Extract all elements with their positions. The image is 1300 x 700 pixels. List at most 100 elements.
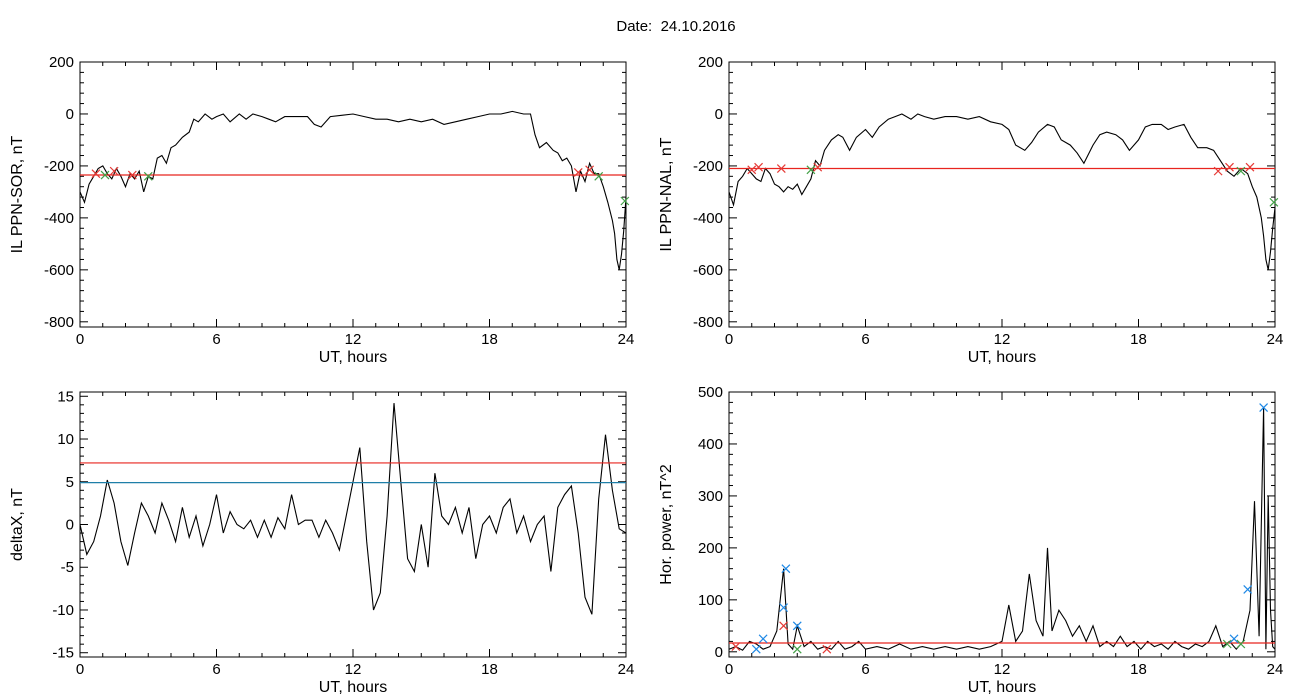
y-tick-label: -200 (693, 158, 723, 175)
x-axis-label: UT, hours (319, 679, 387, 696)
x-tick-label: 24 (1267, 661, 1284, 678)
y-tick-label: -400 (44, 210, 74, 227)
y-tick-label: 0 (715, 644, 723, 661)
marker-green (620, 196, 630, 206)
y-tick-label: 500 (698, 384, 723, 401)
marker-red (1213, 166, 1223, 176)
marker-red (776, 164, 786, 173)
x-tick-label: 0 (76, 331, 84, 348)
marker-red (754, 162, 763, 172)
x-tick-label: 0 (725, 331, 733, 348)
marker-red (813, 162, 823, 172)
marker-red (1245, 162, 1255, 172)
marker-green (1236, 166, 1246, 176)
y-tick-label: 10 (57, 431, 74, 448)
plot-frame (728, 391, 1276, 658)
marker-green (792, 644, 802, 654)
y-tick-label: -800 (693, 314, 723, 331)
x-tick-label: 6 (861, 661, 869, 678)
x-tick-label: 12 (994, 661, 1011, 678)
marker-green (1236, 639, 1246, 649)
marker-green (594, 171, 604, 181)
y-tick-label: 300 (698, 488, 723, 505)
marker-green (1222, 639, 1232, 649)
y-axis-label: IL PPN-SOR, nT (9, 135, 26, 253)
y-tick-label: -200 (44, 158, 74, 175)
x-tick-label: 18 (481, 331, 498, 348)
y-tick-label: -600 (693, 262, 723, 279)
x-tick-label: 6 (861, 331, 869, 348)
marker-blue (1259, 403, 1269, 413)
data-series-line (729, 407, 1275, 651)
data-series-line (80, 403, 626, 615)
y-tick-label: 15 (57, 388, 74, 405)
y-tick-label: 200 (698, 54, 723, 71)
marker-blue (758, 634, 768, 644)
marker-blue (779, 603, 789, 613)
figure-title: Date: 24.10.2016 (0, 18, 1300, 35)
x-tick-label: 6 (212, 331, 220, 348)
marker-red (1225, 162, 1234, 172)
marker-blue (751, 644, 761, 654)
x-tick-label: 12 (345, 331, 362, 348)
marker-red (585, 165, 595, 175)
marker-red (109, 166, 119, 176)
x-tick-label: 24 (618, 331, 635, 348)
marker-red (747, 165, 757, 175)
y-axis-label: IL PPN-NAL, nT (658, 137, 675, 251)
y-tick-label: -5 (61, 559, 74, 576)
x-tick-label: 12 (345, 661, 362, 678)
x-tick-label: 0 (76, 661, 84, 678)
title-label: Date: (616, 18, 653, 35)
marker-green (1269, 197, 1279, 207)
marker-green (143, 171, 153, 181)
marker-blue (1243, 585, 1253, 594)
marker-blue (792, 621, 802, 631)
x-axis-label: UT, hours (319, 349, 387, 366)
y-tick-label: -15 (52, 645, 74, 662)
title-date: 24.10.2016 (660, 18, 736, 35)
y-tick-label: 100 (698, 592, 723, 609)
marker-red (91, 169, 101, 179)
y-tick-label: -600 (44, 262, 74, 279)
x-axis-label: UT, hours (968, 349, 1036, 366)
panel-il-nal: 0 6 12 18 24 200 0 -200 -400 -600 -800 UT, hours IL … (658, 54, 1283, 366)
marker-red (127, 170, 137, 180)
y-tick-label: -400 (693, 210, 723, 227)
y-tick-label: 0 (715, 106, 723, 123)
y-tick-label: 200 (698, 540, 723, 557)
x-tick-label: 0 (725, 661, 733, 678)
x-tick-label: 6 (212, 661, 220, 678)
panel-il-sor: 0 6 12 18 24 200 0 -200 -400 -600 -800 UT, hours IL … (9, 54, 634, 366)
x-tick-label: 18 (1130, 331, 1147, 348)
y-axis-label: Hor. power, nT^2 (658, 464, 675, 585)
marker-red (822, 644, 832, 654)
x-tick-label: 24 (1267, 331, 1284, 348)
plot-frame (728, 61, 1276, 328)
panel-hor-power: 0 6 12 18 24 500 400 300 200 100 0 UT, hours Hor. po… (658, 384, 1283, 696)
marker-red (731, 642, 741, 652)
x-tick-label: 12 (994, 331, 1011, 348)
y-tick-label: 0 (66, 106, 74, 123)
panel-deltax: 0 6 12 18 24 15 10 5 0 -5 -10 -15 UT, hours deltaX, n… (9, 388, 634, 696)
marker-green (100, 170, 110, 180)
marker-green (806, 165, 816, 175)
y-tick-label: 400 (698, 436, 723, 453)
y-axis-label: deltaX, nT (9, 488, 26, 561)
x-tick-label: 18 (481, 661, 498, 678)
data-series-line (729, 113, 1275, 270)
marker-blue (781, 564, 791, 574)
y-tick-label: -10 (52, 602, 74, 619)
y-tick-label: 200 (49, 54, 74, 71)
y-tick-label: -800 (44, 314, 74, 331)
x-tick-label: 18 (1130, 661, 1147, 678)
marker-blue (1229, 634, 1239, 644)
plot-frame (79, 391, 627, 658)
y-tick-label: 5 (66, 474, 74, 491)
y-tick-label: 0 (66, 517, 74, 534)
data-series-line (80, 110, 626, 270)
marker-red (573, 167, 583, 177)
marker-red (779, 621, 789, 631)
x-tick-label: 24 (618, 661, 635, 678)
